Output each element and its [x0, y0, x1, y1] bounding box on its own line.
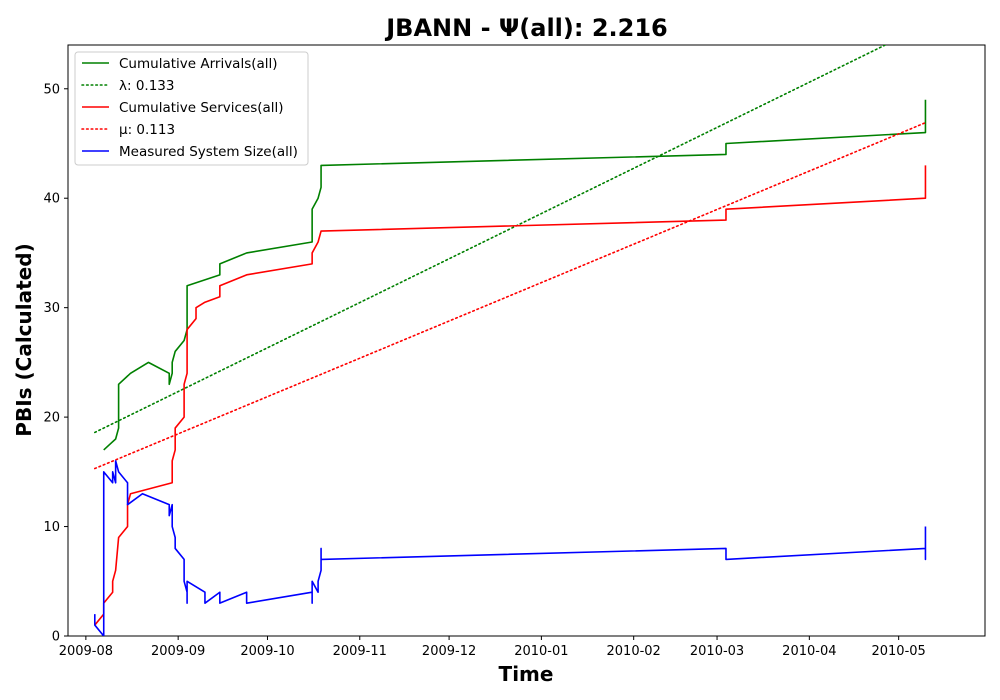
chart-title: JBANN - Ψ(all): 2.216	[384, 14, 667, 42]
x-tick-label: 2009-11	[333, 644, 387, 659]
x-axis: 2009-08 2009-09 2009-10 2009-11 2009-12 2010-…	[59, 636, 926, 659]
x-tick-label: 2009-10	[240, 644, 294, 659]
y-tick-label: 10	[43, 520, 60, 535]
legend-label-3: Cumulative Services(all)	[119, 100, 284, 116]
y-tick-label: 0	[52, 630, 60, 645]
x-tick-label: 2009-12	[422, 644, 476, 659]
y-tick-label: 40	[43, 192, 60, 207]
x-tick-label: 2010-01	[514, 644, 568, 659]
legend-label-4: μ: 0.113	[119, 122, 175, 138]
plot-area	[67, 44, 986, 637]
y-tick-label: 30	[43, 301, 60, 316]
legend-label-5: Measured System Size(all)	[119, 144, 298, 160]
x-tick-label: 2009-09	[151, 644, 205, 659]
legend-label-2: λ: 0.133	[119, 78, 174, 94]
y-tick-label: 20	[43, 411, 60, 426]
x-tick-label: 2010-03	[690, 644, 744, 659]
legend: Cumulative Arrivals(all) λ: 0.133 Cumulati…	[74, 51, 309, 166]
legend-box	[74, 51, 309, 166]
x-tick-label: 2010-04	[782, 644, 836, 659]
series-line-5	[94, 460, 927, 636]
x-tick-label: 2010-02	[607, 644, 661, 659]
y-axis-label: PBIs (Calculated)	[12, 243, 36, 436]
legend-label-1: Cumulative Arrivals(all)	[119, 56, 278, 72]
series-line-2	[94, 45, 888, 434]
series-layer	[94, 45, 927, 636]
series-line-4	[94, 121, 927, 470]
x-tick-label: 2010-05	[871, 644, 925, 659]
x-axis-label: Time	[499, 662, 554, 686]
y-tick-label: 50	[43, 82, 60, 97]
plot-frame	[67, 44, 986, 637]
x-tick-label: 2009-08	[59, 644, 113, 659]
series-line-3	[94, 165, 927, 626]
y-axis: 0 10 20 30 40 50	[43, 82, 68, 645]
